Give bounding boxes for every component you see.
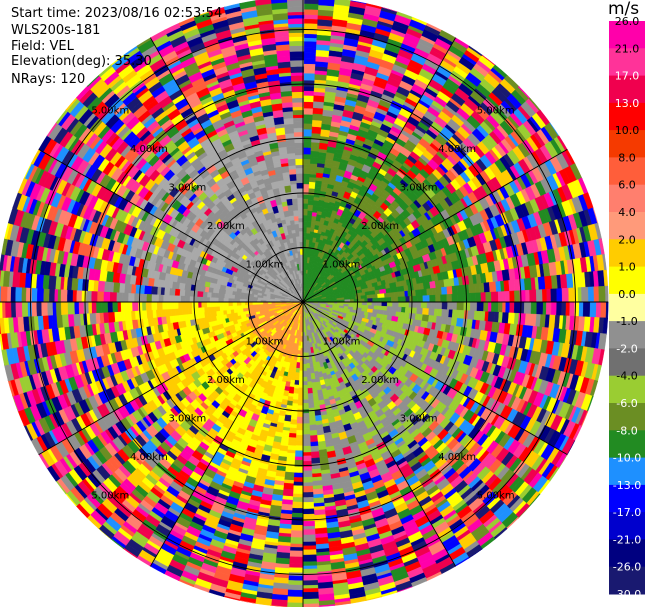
azimuth-line bbox=[302, 37, 456, 303]
range-ring-label: 5.00km bbox=[91, 105, 129, 116]
azimuth-line bbox=[38, 149, 304, 303]
colorbar-swatch bbox=[609, 403, 645, 431]
colorbar-tick-label: -6.0 bbox=[616, 397, 637, 410]
colorbar-swatch bbox=[609, 239, 645, 268]
range-ring-label: 2.00km bbox=[207, 221, 245, 232]
azimuth-line bbox=[302, 301, 456, 567]
colorbar-swatch bbox=[609, 75, 645, 104]
range-ring-label: 4.00km bbox=[130, 452, 168, 463]
colorbar-tick-label: 6.0 bbox=[618, 179, 636, 192]
colorbar-swatch bbox=[609, 293, 645, 322]
azimuth-lines bbox=[0, 0, 609, 607]
colorbar-swatch bbox=[609, 321, 645, 349]
range-ring-label: 4.00km bbox=[438, 452, 476, 463]
start-time: Start time: 2023/08/16 02:53:54 bbox=[11, 6, 223, 21]
elevation: Elevation(deg): 35.30 bbox=[11, 54, 152, 69]
colorbar-swatch bbox=[609, 375, 645, 404]
colorbar-swatch bbox=[609, 484, 645, 513]
range-ring-label: 3.00km bbox=[168, 182, 206, 193]
range-ring-label: 5.00km bbox=[477, 105, 515, 116]
azimuth-line bbox=[302, 149, 568, 303]
field-name: Field: VEL bbox=[11, 39, 74, 54]
colorbar-tick-label: -26.0 bbox=[613, 561, 641, 574]
azimuth-line bbox=[38, 301, 304, 455]
range-ring-label: 2.00km bbox=[207, 375, 245, 386]
range-ring-label: 1.00km bbox=[246, 337, 284, 348]
colorbar-swatch bbox=[609, 212, 645, 240]
colorbar-unit: m/s bbox=[608, 0, 640, 19]
colorbar-tick-label: 17.0 bbox=[615, 70, 640, 83]
colorbar-tick-label: 21.0 bbox=[615, 42, 640, 55]
colorbar-swatch bbox=[609, 512, 645, 540]
colorbar-tick-label: -2.0 bbox=[616, 342, 637, 355]
colorbar-swatch bbox=[609, 348, 645, 377]
colorbar-tick-label: 13.0 bbox=[615, 97, 640, 110]
colorbar-tick-label: 4.0 bbox=[618, 206, 636, 219]
colorbar-tick-label: -4.0 bbox=[616, 370, 637, 383]
azimuth-line bbox=[302, 301, 568, 455]
nrays: NRays: 120 bbox=[11, 72, 86, 87]
range-ring-label: 4.00km bbox=[438, 144, 476, 155]
range-ring-label: 1.00km bbox=[246, 260, 284, 271]
range-ring-label: 1.00km bbox=[323, 337, 361, 348]
range-ring-label: 5.00km bbox=[477, 491, 515, 502]
range-ring-label: 3.00km bbox=[168, 414, 206, 425]
colorbar-tick-label: 26.0 bbox=[615, 15, 640, 28]
range-ring-label: 2.00km bbox=[361, 375, 399, 386]
instrument-name: WLS200s-181 bbox=[11, 23, 101, 38]
colorbar-swatch bbox=[609, 266, 645, 295]
colorbar-swatch bbox=[609, 21, 645, 49]
range-ring-label: 3.00km bbox=[400, 182, 438, 193]
range-ring-label: 3.00km bbox=[400, 414, 438, 425]
colorbar-tick-label: -17.0 bbox=[613, 506, 641, 519]
colorbar-tick-label: -8.0 bbox=[616, 424, 637, 437]
range-ring-label: 2.00km bbox=[361, 221, 399, 232]
colorbar-swatch bbox=[609, 457, 645, 486]
azimuth-line bbox=[150, 301, 304, 567]
colorbar: 26.0 21.0 17.0 13.0 10.0 8.0 6.0 4.0 2.0 1.0 0.0 -1… bbox=[609, 15, 645, 601]
colorbar-tick-label: -13.0 bbox=[613, 479, 641, 492]
colorbar-swatch bbox=[609, 184, 645, 213]
colorbar-tick-label: -1.0 bbox=[616, 315, 637, 328]
range-ring-label: 4.00km bbox=[130, 144, 168, 155]
colorbar-swatch bbox=[609, 130, 645, 158]
colorbar-swatch bbox=[609, 566, 645, 595]
colorbar-tick-label: -21.0 bbox=[613, 533, 641, 546]
colorbar-tick-label: -30.0 bbox=[613, 588, 641, 601]
colorbar-tick-label: 8.0 bbox=[618, 151, 636, 164]
colorbar-tick-label: -10.0 bbox=[613, 452, 641, 465]
colorbar-tick-label: 10.0 bbox=[615, 124, 640, 137]
range-ring-labels: 1.00km 1.00km 1.00km 1.00km 2.00km 2.00km 2.00… bbox=[91, 105, 514, 501]
colorbar-tick-label: 0.0 bbox=[618, 288, 636, 301]
colorbar-tick-label: 1.0 bbox=[618, 261, 636, 274]
colorbar-swatch bbox=[609, 102, 645, 131]
colorbar-swatch bbox=[609, 539, 645, 568]
colorbar-swatch bbox=[609, 157, 645, 186]
range-ring-label: 1.00km bbox=[323, 260, 361, 271]
azimuth-line bbox=[150, 37, 304, 303]
colorbar-tick-label: 2.0 bbox=[618, 233, 636, 246]
colorbar-swatch bbox=[609, 430, 645, 459]
range-ring-label: 5.00km bbox=[91, 491, 129, 502]
colorbar-swatch bbox=[609, 48, 645, 77]
